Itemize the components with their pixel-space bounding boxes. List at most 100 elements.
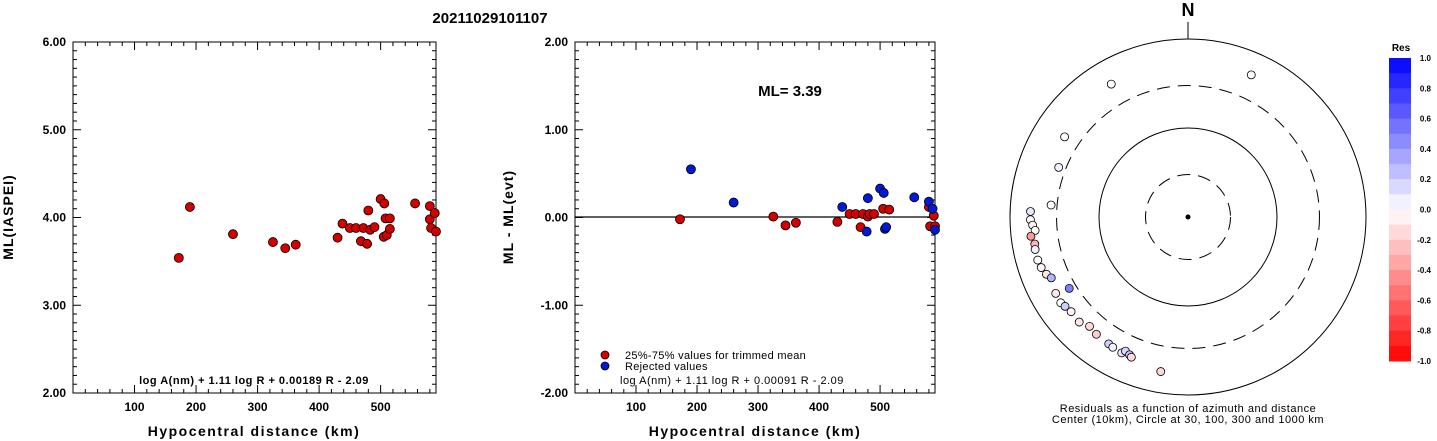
station-marker <box>1046 200 1056 210</box>
station-point <box>424 201 435 211</box>
colorbar-label: -0.6 <box>1417 296 1431 305</box>
rejected-point <box>837 202 848 212</box>
y-tick-label: -2.00 <box>541 386 569 400</box>
station-marker <box>1060 132 1070 142</box>
station-markers <box>1026 70 1256 376</box>
station-marker <box>1060 301 1070 311</box>
colorbar-cell <box>1389 315 1411 332</box>
station-point <box>384 224 395 234</box>
colorbar-label: 0.8 <box>1420 84 1432 93</box>
trimmed-mean-point <box>780 220 791 231</box>
colorbar-cell <box>1389 194 1411 210</box>
x-tick-label: 200 <box>687 400 707 414</box>
station-point <box>332 232 343 243</box>
station-point <box>363 205 374 216</box>
x-tick-label: 500 <box>870 400 890 414</box>
ring-30km <box>1145 174 1231 260</box>
colorbar-cell <box>1389 239 1411 256</box>
station-point <box>228 229 238 240</box>
y-tick-label: 5.00 <box>43 123 67 137</box>
colorbar-cell <box>1389 300 1411 317</box>
station-marker <box>1026 231 1036 241</box>
colorbar-cell <box>1389 73 1411 89</box>
station-point <box>379 198 390 209</box>
station-marker <box>1051 288 1061 298</box>
x-axis-label: Hypocentral distance (km) <box>649 423 862 439</box>
station-marker <box>1246 70 1256 80</box>
station-point <box>268 237 278 247</box>
colorbar-cell <box>1389 103 1411 120</box>
colorbar-cell <box>1389 270 1411 286</box>
legend-label-rejected: Rejected values <box>625 361 708 373</box>
rejected-point <box>861 226 872 237</box>
distance-rings <box>1009 38 1367 396</box>
rejected-point <box>728 197 739 208</box>
legend-marker-rejected <box>600 361 610 371</box>
station-marker <box>1085 321 1094 331</box>
station-marker <box>1046 273 1056 283</box>
station-marker <box>1030 245 1040 254</box>
rejected-point <box>909 192 920 203</box>
colorbar-cell <box>1389 224 1411 241</box>
colorbar-cell <box>1389 345 1411 362</box>
colorbar-cell <box>1389 58 1411 74</box>
x-tick-label: 300 <box>748 400 768 414</box>
station-point <box>337 218 348 229</box>
x-tick-label: 300 <box>248 400 268 414</box>
colorbar-cell <box>1389 118 1411 135</box>
station-point <box>369 222 380 233</box>
station-marker <box>1074 317 1084 327</box>
colorbar-cell <box>1389 285 1411 301</box>
x-tick-label: 100 <box>626 400 646 414</box>
trimmed-mean-point <box>869 209 879 219</box>
caption-line-2: Center (10km), Circle at 30, 100, 300 an… <box>1052 414 1324 426</box>
colorbar-label: 0.6 <box>1420 115 1432 124</box>
trimmed-mean-point <box>675 214 685 225</box>
station-marker <box>1066 307 1076 317</box>
rejected-point <box>686 164 696 175</box>
trimmed-mean-point <box>832 216 843 227</box>
station-point <box>362 238 372 249</box>
ring-1000km <box>1009 38 1367 396</box>
rejected-point <box>927 203 938 214</box>
station-point <box>384 213 395 224</box>
trimmed-mean-point <box>884 204 895 215</box>
caption-line-1: Residuals as a function of azimuth and d… <box>1060 403 1316 415</box>
colorbar-label: -0.2 <box>1417 236 1431 245</box>
y-tick-label: 0.00 <box>545 211 569 225</box>
ring-100km <box>1098 127 1278 307</box>
colorbar-title: Res <box>1392 43 1411 54</box>
y-tick-label: 2.00 <box>43 386 67 400</box>
x-tick-label: 100 <box>125 400 145 414</box>
y-tick-label: 4.00 <box>43 211 67 225</box>
residual-colorbar: Res 1.0 0.8 0.6 0.4 0.2 0.0 -0.2 -0.4 -0.6 -0.8 -1… <box>1389 43 1432 366</box>
colorbar-label: -0.8 <box>1417 327 1431 336</box>
station-marker <box>1091 329 1101 339</box>
rejected-point <box>878 188 889 198</box>
formula-label: log A(nm) + 1.11 log R + 0.00091 R - 2.0… <box>620 375 844 387</box>
data-points <box>675 164 940 237</box>
colorbar-label: 0.4 <box>1420 145 1432 154</box>
residual-vs-distance-panel: 100 200 300 400 500 -2.00 -1.00 0.00 1.00 2.00 ML… <box>500 35 940 439</box>
station-point <box>290 239 301 250</box>
rejected-point <box>862 193 873 204</box>
rejected-point <box>930 224 940 235</box>
colorbar-cell <box>1389 148 1411 165</box>
y-tick-label: 1.00 <box>545 123 569 137</box>
colorbar-label: -0.4 <box>1417 266 1431 275</box>
tick-marks: 100 200 300 400 500 2.00 3.00 4.00 5.00 6.00 <box>43 35 436 414</box>
station-point <box>429 208 440 219</box>
formula-label: log A(nm) + 1.11 log R + 0.00189 R - 2.0… <box>139 375 369 387</box>
colorbar-cell <box>1389 88 1411 104</box>
station-marker <box>1036 263 1046 272</box>
colorbar-cell <box>1389 164 1411 180</box>
station-marker <box>1054 162 1064 172</box>
colorbar-cell <box>1389 209 1411 226</box>
trimmed-mean-point <box>790 217 801 228</box>
x-tick-label: 200 <box>186 400 206 414</box>
center-marker <box>1185 214 1191 220</box>
azimuth-residual-panel: N Residuals as a function of azimuth and… <box>1009 0 1367 426</box>
colorbar-label: 1.0 <box>1420 54 1432 63</box>
station-marker <box>1108 342 1118 352</box>
station-marker <box>1033 255 1043 265</box>
